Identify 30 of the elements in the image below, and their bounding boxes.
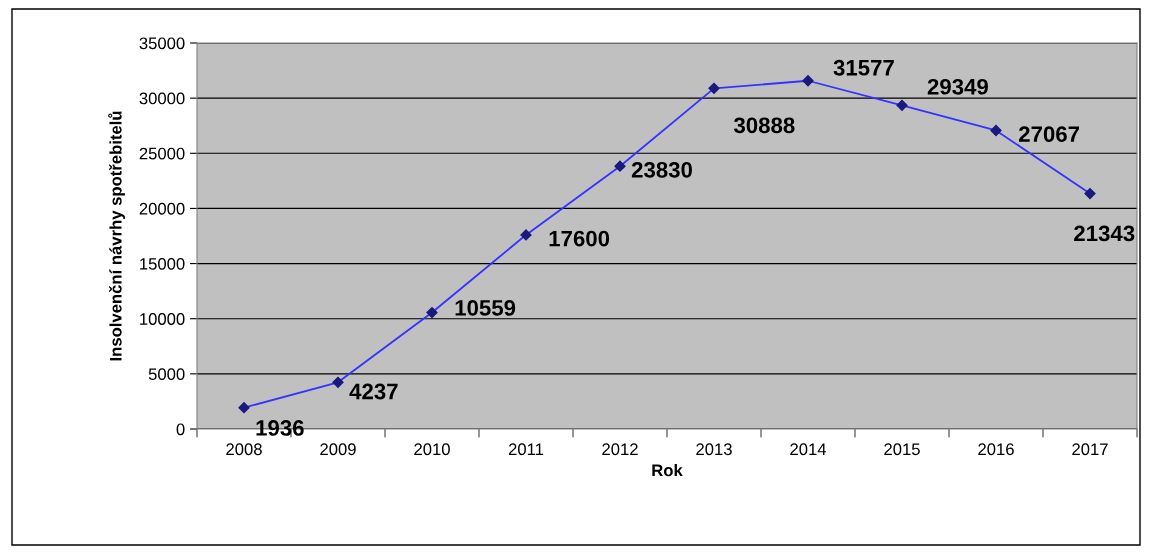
data-label: 29349 — [927, 78, 988, 95]
data-label: 10559 — [455, 300, 516, 316]
y-tick-label: 0 — [176, 423, 185, 436]
x-tick-label: 2013 — [696, 443, 732, 456]
y-tick-label: 25000 — [139, 147, 185, 160]
data-label: 21343 — [1074, 225, 1135, 242]
y-tick-label: 35000 — [139, 37, 185, 50]
y-tick-label: 30000 — [139, 92, 185, 105]
data-label: 4237 — [349, 383, 398, 400]
x-tick-label: 2016 — [978, 443, 1014, 456]
x-tick-label: 2015 — [884, 443, 920, 456]
y-tick-label: 15000 — [140, 257, 185, 270]
x-tick-label: 2009 — [320, 443, 356, 456]
y-tick-label: 10000 — [140, 313, 185, 325]
x-tick-label: 2008 — [226, 443, 262, 456]
x-tick-label: 2014 — [790, 443, 827, 456]
data-label: 23830 — [631, 161, 692, 178]
data-label: 30888 — [733, 117, 795, 134]
y-tick-label: 5000 — [148, 368, 185, 381]
x-axis-title: Rok — [652, 463, 683, 477]
x-tick-label: 2010 — [414, 443, 450, 456]
data-label: 31577 — [833, 59, 894, 76]
y-axis-title: Insolvenční návrhy spotřebitelů — [108, 111, 125, 361]
x-tick-label: 2012 — [602, 443, 638, 456]
data-label: 27067 — [1018, 126, 1080, 143]
data-label: 1936 — [256, 420, 304, 436]
x-tick-label: 2011 — [508, 443, 544, 456]
data-label: 17600 — [549, 230, 610, 247]
x-tick-label: 2017 — [1072, 443, 1108, 456]
y-tick-label: 20000 — [139, 202, 185, 215]
